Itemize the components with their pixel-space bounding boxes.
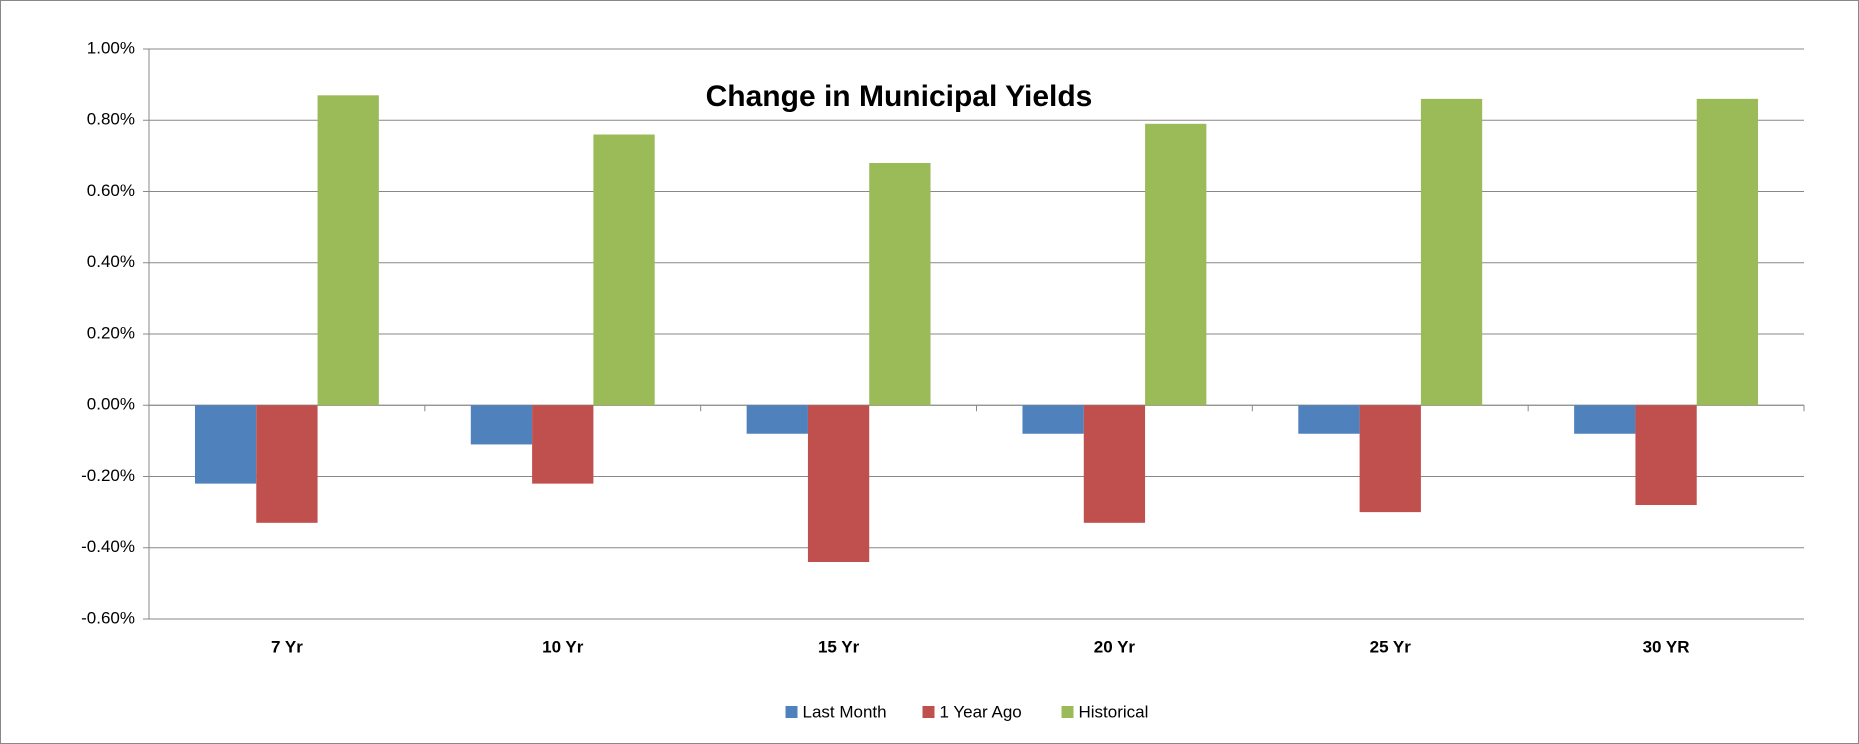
y-tick-label: 0.40% — [87, 252, 135, 271]
legend-swatch — [1061, 706, 1074, 718]
legend-swatch — [785, 706, 798, 718]
x-tick-label: 15 Yr — [818, 637, 860, 656]
bar — [317, 95, 379, 406]
x-tick-label: 7 Yr — [271, 637, 303, 656]
bar — [1635, 405, 1697, 505]
x-tick-label: 30 YR — [1643, 637, 1690, 656]
y-tick-label: -0.20% — [81, 466, 135, 485]
x-tick-label: 10 Yr — [542, 637, 584, 656]
legend-label: 1 Year Ago — [940, 702, 1022, 721]
bar — [470, 405, 533, 445]
chart-title: Change in Municipal Yields — [706, 80, 1093, 113]
bar — [869, 163, 931, 406]
y-tick-label: 1.00% — [87, 38, 135, 57]
bar — [1083, 405, 1146, 523]
bar — [1574, 405, 1636, 434]
bar — [1022, 405, 1084, 434]
bar — [532, 405, 594, 484]
bar — [807, 405, 870, 562]
y-tick-label: -0.40% — [81, 537, 135, 556]
y-tick-label: 0.00% — [87, 395, 135, 414]
bar — [1420, 98, 1483, 406]
bar — [1145, 123, 1207, 406]
bar — [1696, 98, 1759, 406]
bar — [593, 134, 655, 406]
legend-swatch — [922, 706, 935, 718]
x-tick-label: 25 Yr — [1370, 637, 1412, 656]
bar — [746, 405, 808, 434]
x-tick-label: 20 Yr — [1094, 637, 1136, 656]
y-tick-label: 0.80% — [87, 110, 135, 129]
y-tick-label: -0.60% — [81, 608, 135, 627]
legend-label: Historical — [1079, 702, 1149, 721]
bar — [194, 405, 257, 484]
bar — [1298, 405, 1360, 434]
y-tick-label: 0.60% — [87, 181, 135, 200]
legend-label: Last Month — [803, 702, 887, 721]
bar — [1359, 405, 1421, 513]
y-tick-label: 0.20% — [87, 323, 135, 342]
bar — [256, 405, 318, 523]
